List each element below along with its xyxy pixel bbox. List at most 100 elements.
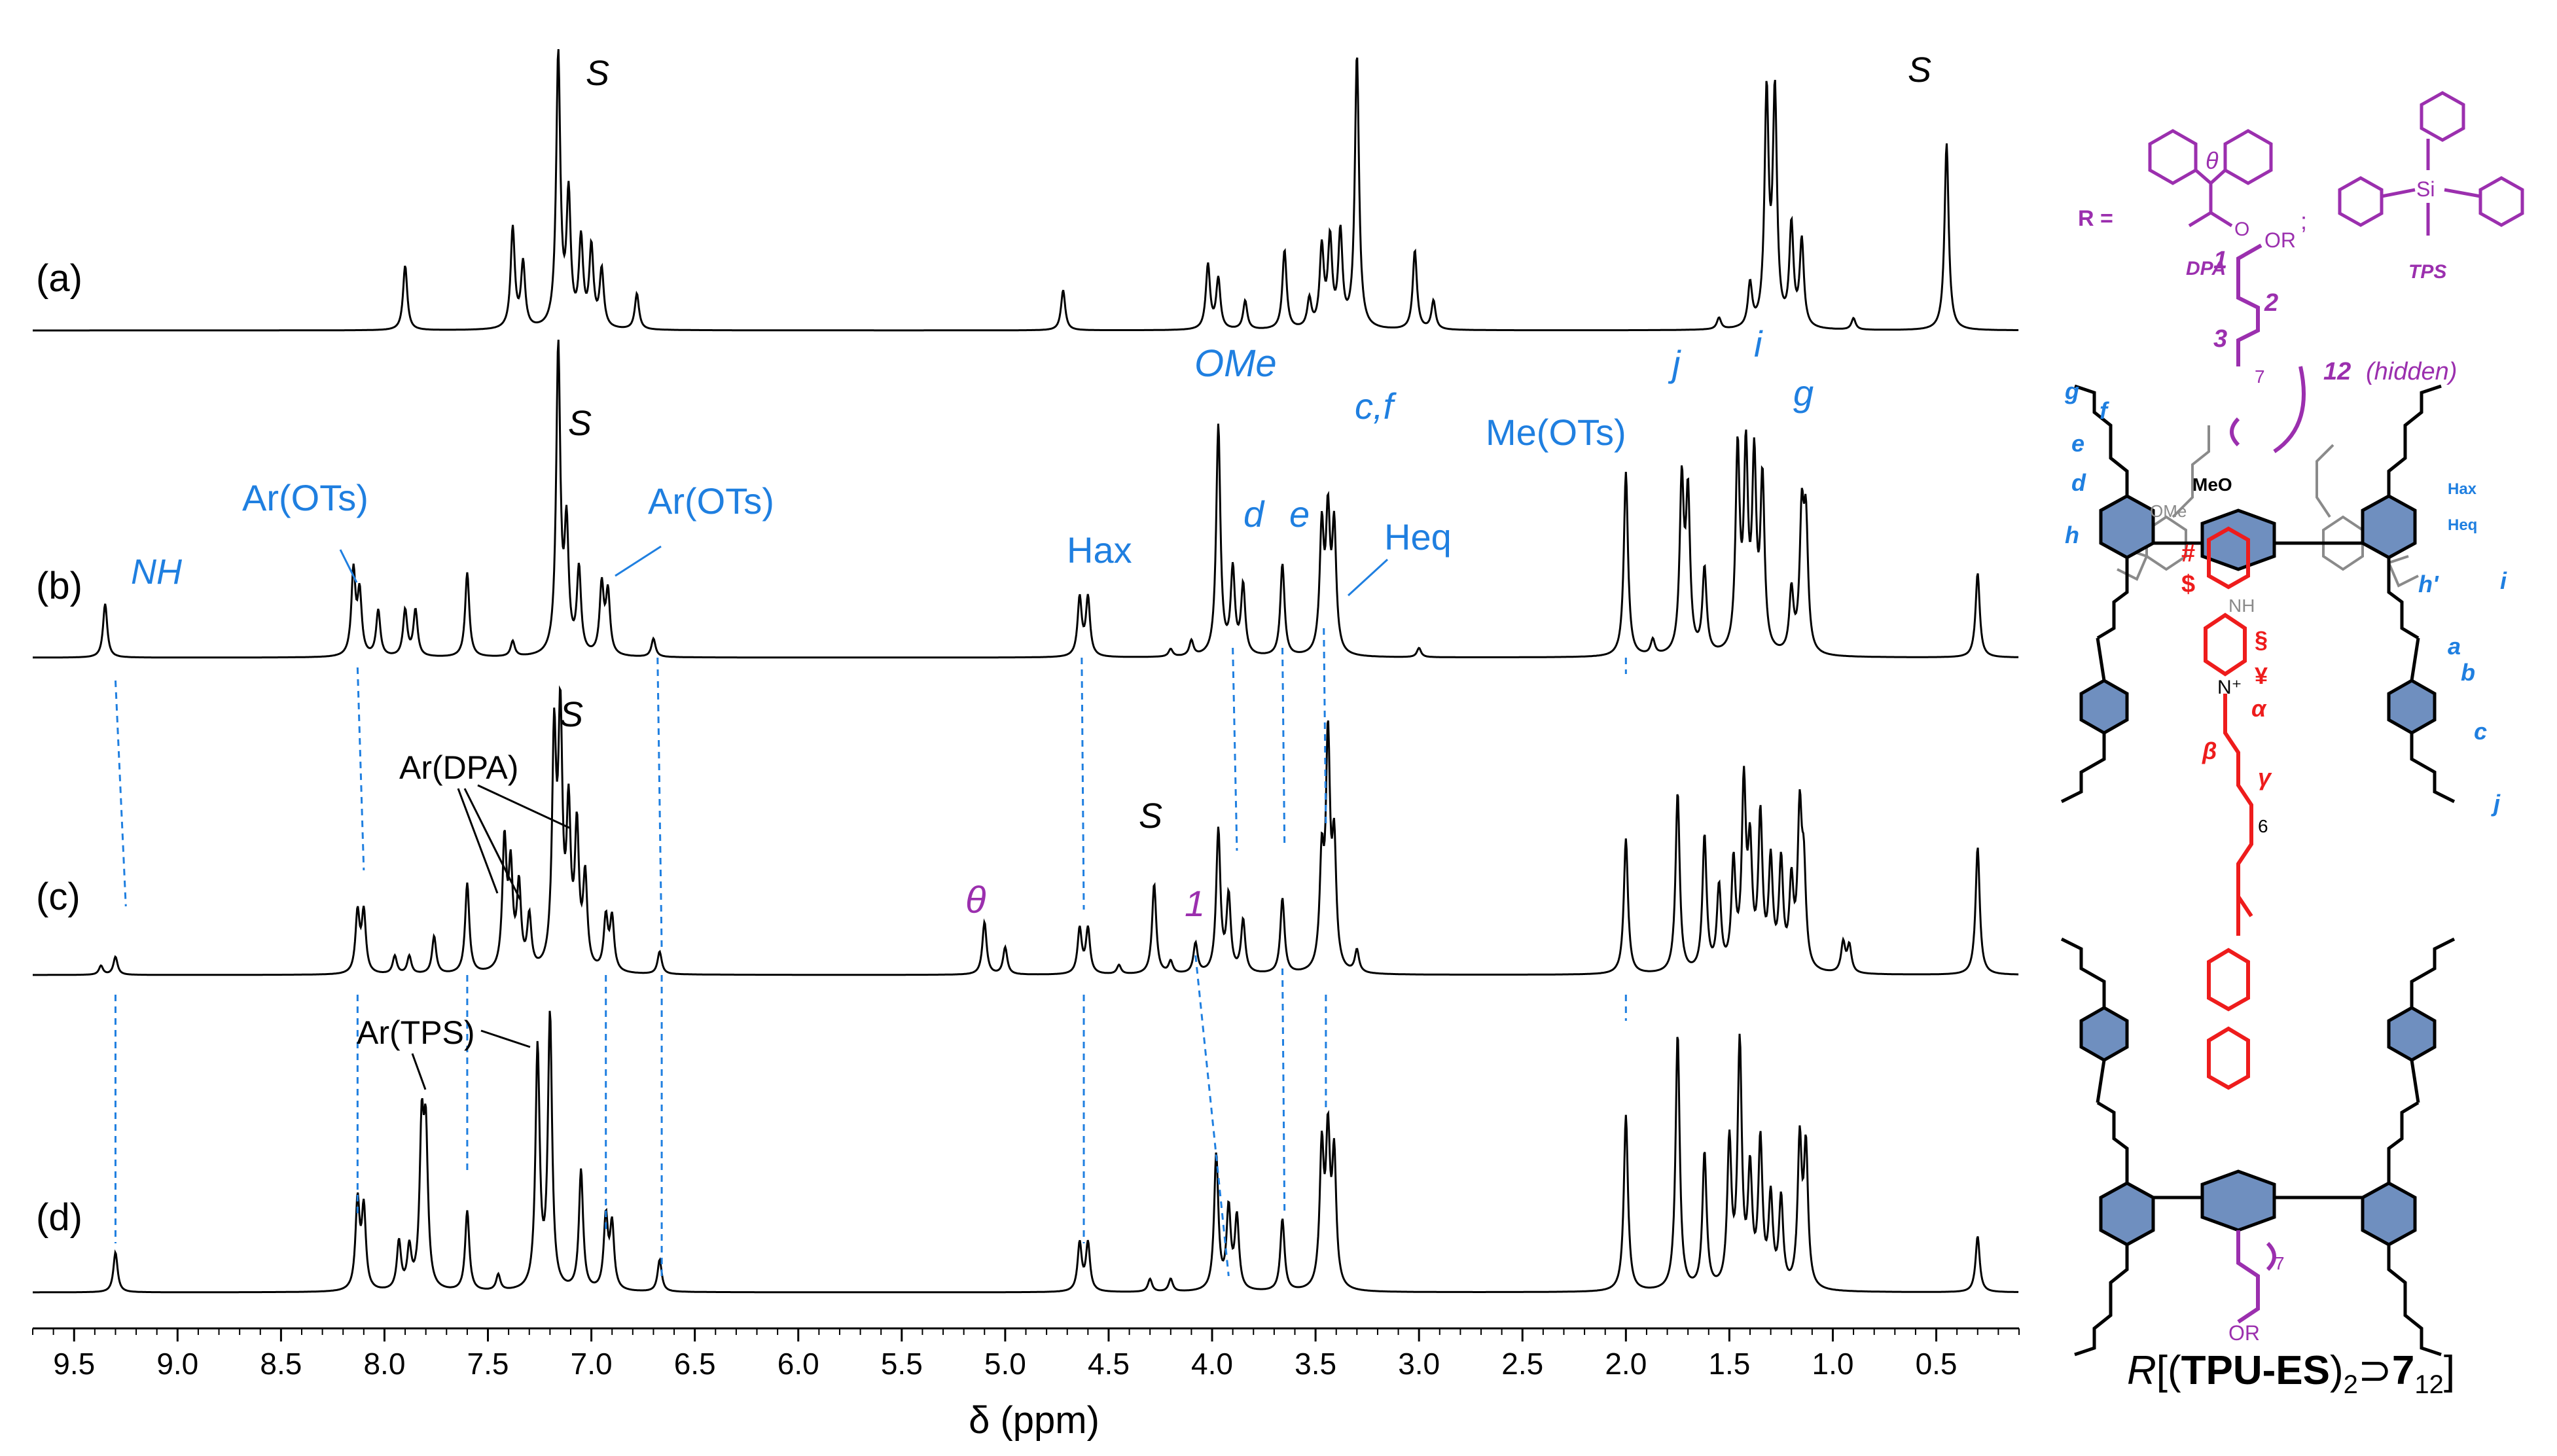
bottom-calixarene [2060, 937, 2456, 1357]
x-tick-label: 3.0 [1398, 1347, 1440, 1381]
bottom-urea-left [2096, 1101, 2129, 1183]
r-separator: ; [2300, 207, 2307, 234]
nplus-label: N⁺ [2217, 677, 2242, 698]
caption-sub2: 12 [2414, 1370, 2444, 1399]
axle-pyridinium-bottom [2207, 948, 2250, 1012]
dpa-structure [2148, 129, 2273, 228]
top-tbu-right [2387, 555, 2419, 588]
bottom-urea-right [2387, 1101, 2420, 1183]
blue-a-label: a [2448, 633, 2461, 660]
x-tick-label: 8.0 [363, 1347, 405, 1381]
caption-open: [( [2156, 1348, 2181, 1393]
annot-j: j [1668, 343, 1681, 384]
annot-ar-tps-leader-2 [411, 1053, 427, 1090]
top-chain [2230, 243, 2306, 453]
spectrum-trace-b [33, 340, 2019, 659]
top-aryl-left [2079, 679, 2129, 735]
beta-label: β [2202, 737, 2217, 764]
correlation-dash [1323, 628, 1327, 825]
top-three-label: 3 [2213, 325, 2227, 353]
axle-pyridinium-top [2204, 613, 2247, 677]
hidden-label: (hidden) [2366, 358, 2457, 385]
top-aryl-right [2387, 679, 2437, 735]
r-equals-label: R = [2078, 206, 2113, 231]
top-ring-right [2361, 494, 2417, 559]
top-grey-chain-left [2172, 425, 2210, 518]
top-one-label: 1 [2213, 247, 2227, 274]
section-label: § [2255, 626, 2268, 653]
bottom-aryl-right [2387, 1006, 2437, 1062]
annot-ome: OMe [1194, 342, 1277, 385]
bottom-ring-right [2361, 1181, 2417, 1247]
top-urea-right [2387, 558, 2420, 640]
annot-cf: c,f [1355, 385, 1397, 427]
correlation-dash [356, 667, 365, 871]
correlation-dash [1194, 955, 1230, 1277]
blue-d-label: d [2071, 469, 2086, 496]
annot-ar-ots-1: Ar(OTs) [242, 477, 368, 518]
six-chain-label: 6 [2258, 816, 2268, 836]
molecular-structure: R = θ O DPA ; Si TPS OR 1 2 3 7 [2060, 91, 2524, 1399]
top-chain-line [2236, 243, 2262, 366]
annot-ar-ots-2: Ar(OTs) [648, 480, 774, 522]
top-ether-left [2074, 384, 2129, 496]
spectrum-trace-c [33, 685, 2019, 976]
annot-solvent-a1: S [586, 54, 609, 93]
x-ticks: 9.5 9.0 8.5 8.0 7.5 7.0 6.5 6.0 5.5 5.0 4.5 4.0 3.5 3… [32, 1328, 2020, 1381]
caption-seven: 7 [2392, 1348, 2414, 1393]
bottom-ether-left [2074, 1245, 2129, 1357]
top-ester-left [2060, 733, 2106, 804]
blue-h-label: h [2065, 522, 2079, 548]
correlation-dash [114, 680, 127, 907]
dpa-carbonyl [2188, 183, 2213, 228]
tps-silicon: Si [2416, 177, 2435, 201]
label-d: (d) [36, 1196, 82, 1239]
x-tick-label: 7.0 [571, 1347, 613, 1381]
top-chain-paren [2230, 417, 2240, 447]
x-tick-label: 9.5 [53, 1347, 95, 1381]
axle-core [2204, 526, 2253, 1090]
tps-bond-right [2444, 188, 2481, 198]
annot-ar-tps-leader-1 [480, 1029, 531, 1048]
bottom-chain-line [2236, 1230, 2260, 1324]
bottom-ester-left [2060, 937, 2106, 1008]
tps-structure [2338, 91, 2524, 236]
annot-me-ots: Me(OTs) [1486, 412, 1626, 453]
trace-labels: (a) (b) (c) (d) [36, 257, 82, 1239]
caption-r: R [2127, 1348, 2156, 1393]
caption-sup: ⊃ [2358, 1348, 2392, 1393]
annot-ar-tps: Ar(TPS) [357, 1014, 475, 1051]
dpa-oxygen: O [2234, 219, 2249, 240]
blue-b-label: b [2461, 659, 2475, 686]
bottom-ester-right [2410, 937, 2456, 1008]
structure-caption: R[(TPU-ES)2⊃712] [2127, 1348, 2455, 1399]
blue-f-label: f [2100, 397, 2109, 424]
bottom-chain-paren [2266, 1241, 2276, 1271]
blue-j-label: j [2491, 790, 2501, 817]
hash-label: # [2181, 540, 2195, 567]
correlation-dash [1232, 647, 1238, 851]
annot-solvent-b: S [568, 404, 592, 443]
bottom-ring-center [2200, 1169, 2276, 1232]
axle-chain [2223, 694, 2253, 917]
dpa-ring-right [2223, 129, 2273, 185]
bottom-link-right [2410, 1059, 2420, 1103]
annot-ar-ots-2-leader [615, 545, 662, 577]
blue-c-label: c [2474, 718, 2487, 745]
annot-ar-dpa-leader-2 [463, 788, 522, 900]
annot-ar-dpa: Ar(DPA) [399, 749, 518, 786]
x-axis: 9.5 9.0 8.5 8.0 7.5 7.0 6.5 6.0 5.5 5.0 4.5 4.0 3.5 3… [32, 1327, 2020, 1442]
annot-d: d [1243, 493, 1265, 535]
blue-heq-label: Heq [2448, 516, 2477, 534]
blue-e-label: e [2071, 430, 2084, 457]
tps-ring-right [2478, 176, 2524, 227]
tps-label: TPS [2408, 261, 2446, 283]
dollar-label: $ [2181, 571, 2195, 598]
annot-heq: Heq [1384, 516, 1452, 558]
gamma-label: γ [2258, 764, 2272, 790]
bottom-ether-right [2387, 1245, 2442, 1357]
top-ring-left [2099, 494, 2155, 559]
annot-ar-ots-1-leader [339, 549, 358, 583]
top-seven-label: 7 [2255, 366, 2265, 387]
